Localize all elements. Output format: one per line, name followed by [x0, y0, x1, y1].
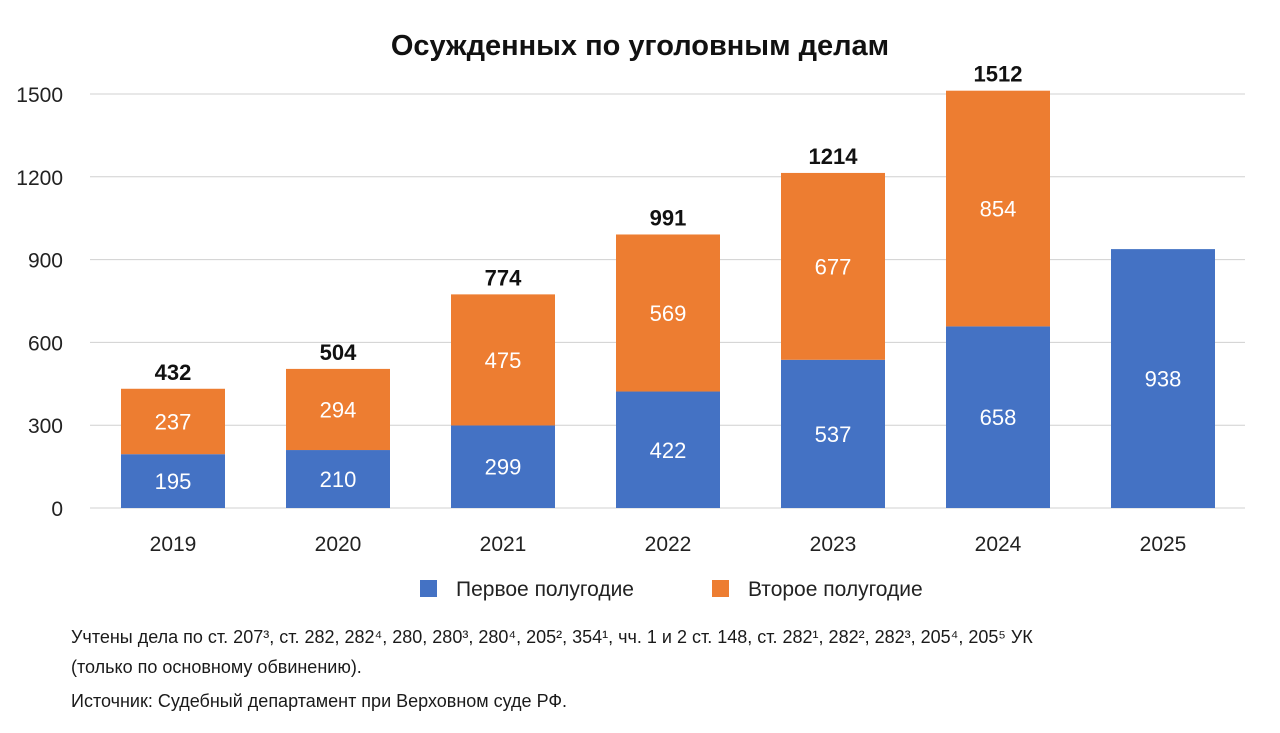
total-label: 1214	[809, 144, 859, 169]
y-tick-label: 1500	[16, 84, 63, 107]
data-label: 537	[815, 422, 852, 447]
data-label: 938	[1145, 367, 1182, 392]
x-tick-label: 2023	[810, 533, 857, 556]
data-label: 237	[155, 409, 192, 434]
bar-segment-second-half	[286, 368, 390, 451]
total-label: 504	[320, 340, 357, 365]
data-label: 422	[650, 438, 687, 463]
data-label: 475	[485, 348, 522, 373]
footnote-source: Источник: Судебный департамент при Верхо…	[71, 691, 568, 711]
x-tick-label: 2025	[1140, 533, 1187, 556]
footnote-articles: Учтены дела по ст. 207³, ст. 282, 282⁴, …	[71, 627, 1033, 647]
bar-segment-second-half	[616, 234, 720, 392]
data-label: 294	[320, 397, 357, 422]
x-tick-label: 2022	[645, 533, 692, 556]
total-label: 774	[485, 265, 522, 290]
y-tick-label: 1200	[16, 167, 63, 190]
total-label: 1512	[974, 62, 1023, 87]
y-tick-label: 300	[28, 415, 63, 438]
legend-label: Первое полугодие	[456, 578, 634, 601]
bar-segment-first-half	[121, 454, 225, 508]
data-label: 299	[485, 455, 522, 480]
bar-segment-first-half	[286, 450, 390, 508]
bar-segment-first-half	[946, 326, 1050, 508]
bar-segment-first-half	[1111, 249, 1215, 508]
bar-segment-second-half	[946, 90, 1050, 327]
data-label: 658	[980, 405, 1017, 430]
data-label: 854	[980, 197, 1017, 222]
footnote-note: (только по основному обвинению).	[71, 657, 362, 677]
chart-title: Осужденных по уголовным делам	[391, 30, 889, 62]
bar-segment-first-half	[451, 425, 555, 508]
x-tick-label: 2021	[480, 533, 527, 556]
bar-segment-first-half	[781, 359, 885, 508]
x-tick-label: 2020	[315, 533, 362, 556]
legend-label: Второе полугодие	[748, 578, 923, 601]
bar-segment-second-half	[451, 294, 555, 426]
bar-segment-first-half	[616, 391, 720, 508]
x-tick-label: 2024	[975, 533, 1022, 556]
legend-swatch	[420, 580, 437, 597]
x-tick-label: 2019	[150, 533, 197, 556]
y-tick-label: 0	[51, 498, 63, 521]
y-tick-label: 600	[28, 332, 63, 355]
bar-segment-second-half	[121, 388, 225, 455]
bar-segment-second-half	[781, 172, 885, 360]
legend-swatch	[712, 580, 729, 597]
y-tick-label: 900	[28, 250, 63, 273]
total-label: 432	[155, 360, 192, 385]
data-label: 195	[155, 469, 192, 494]
data-label: 210	[320, 467, 357, 492]
data-label: 569	[650, 301, 687, 326]
total-label: 991	[650, 205, 687, 230]
data-label: 677	[815, 254, 852, 279]
